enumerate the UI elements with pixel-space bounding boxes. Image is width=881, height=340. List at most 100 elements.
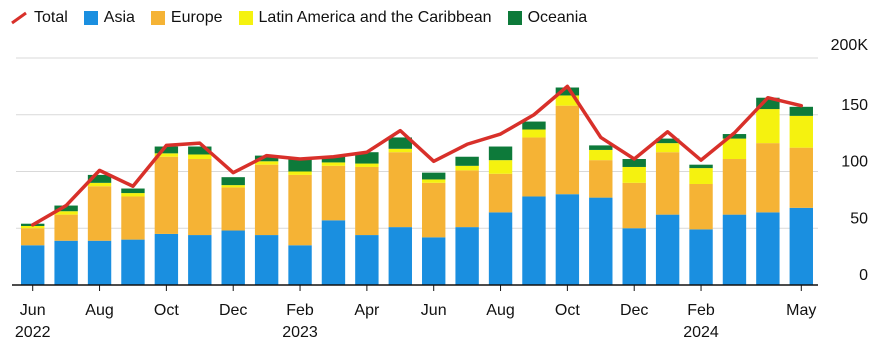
bar-segment-europe [488, 173, 513, 213]
y-tick-label: 100 [841, 154, 868, 171]
y-tick-label: 200K [831, 37, 869, 54]
bar-segment-oceania [188, 146, 212, 155]
bar-segment-latin-america [622, 166, 646, 183]
bar-segment-oceania [154, 146, 179, 154]
x-tick-label: Dec [219, 302, 247, 319]
bar-segment-asia [555, 194, 580, 285]
bar-segment-europe [21, 228, 45, 246]
bar-segment-asia [54, 240, 78, 285]
bar-segment-europe [555, 105, 580, 195]
bar-segment-europe [589, 160, 613, 198]
bar-segment-europe [87, 186, 112, 241]
bar-segment-latin-america [689, 168, 713, 184]
bar-segment-europe [388, 152, 412, 228]
bar-segment-latin-america [555, 95, 580, 106]
x-tick-label: Dec [620, 302, 648, 319]
bar-segment-latin-america [188, 154, 212, 160]
legend-swatch-oceania [507, 11, 522, 25]
x-tick-label: Oct [154, 302, 179, 319]
bar-segment-europe [254, 164, 279, 236]
bar-segment-asia [522, 196, 546, 285]
bar-segment-latin-america [522, 129, 546, 138]
bar-segment-oceania [221, 177, 245, 186]
legend-label-europe: Europe [170, 9, 223, 26]
legend-label-latin-america: Latin America and the Caribbean [258, 9, 492, 26]
bar-segment-oceania [254, 155, 279, 162]
bar-segment-latin-america [488, 160, 513, 174]
bar-segment-oceania [655, 138, 680, 144]
bar-segment-oceania [87, 174, 112, 183]
bar-segment-oceania [789, 106, 813, 116]
x-tick-label: Feb [286, 302, 314, 319]
x-tick-label: Aug [85, 302, 113, 319]
legend-swatch-asia [83, 11, 98, 25]
bar-segment-asia [121, 239, 145, 285]
bar-segment-asia [321, 220, 346, 285]
x-tick-label: Jun [421, 302, 447, 319]
bar-segment-europe [221, 187, 245, 231]
x-tick-label: May [786, 302, 816, 319]
bar-segment-oceania [288, 157, 312, 172]
total-line-group [30, 84, 804, 227]
bar-segment-latin-america [589, 149, 613, 161]
x-tick-label: Aug [486, 302, 514, 319]
bar-segment-asia [756, 212, 780, 285]
bar-segment-asia [689, 229, 713, 285]
bar-segment-oceania [722, 134, 747, 139]
bar-segment-oceania [488, 146, 513, 161]
bar-segment-asia [21, 245, 45, 285]
legend-line-total-icon [11, 11, 27, 25]
bar-segment-latin-america [87, 182, 112, 187]
y-tick-label: 150 [841, 97, 868, 114]
bar-segment-latin-america [756, 109, 780, 144]
bar-segment-oceania [522, 121, 546, 130]
bar-segment-asia [422, 237, 446, 285]
bar-segment-asia [288, 245, 312, 285]
x-tick-label: Feb [687, 302, 715, 319]
x-tick-label: Apr [354, 302, 380, 319]
legend-item-total: Total [10, 9, 68, 27]
bar-segment-europe [522, 137, 546, 197]
bar-segment-europe [722, 159, 747, 215]
bar-segment-asia [221, 230, 245, 285]
bar-segment-europe [655, 152, 680, 215]
bar-segment-asia [622, 228, 646, 285]
bar-segment-latin-america [355, 163, 379, 167]
bar-segment-oceania [388, 137, 412, 149]
bar-segment-latin-america [388, 148, 412, 153]
bar-segment-asia [789, 207, 813, 285]
bar-segment-europe [321, 165, 346, 221]
x-year-label: 2022 [15, 324, 51, 340]
legend-label-asia: Asia [103, 9, 135, 26]
bar-segment-oceania [121, 188, 145, 194]
bar-segment-europe [789, 147, 813, 208]
bar-segment-latin-america [154, 153, 179, 157]
bar-segment-europe [355, 166, 379, 236]
bar-segment-latin-america [121, 193, 145, 197]
legend-label-total: Total [34, 9, 68, 26]
bar-segment-latin-america [321, 162, 346, 166]
bar-segment-asia [355, 235, 379, 285]
bar-segment-oceania [422, 172, 446, 180]
bars [21, 87, 813, 285]
bar-segment-asia [455, 227, 479, 285]
bar-segment-europe [54, 214, 78, 241]
y-tick-label: 50 [850, 210, 868, 227]
bar-segment-asia [254, 235, 279, 285]
bar-segment-latin-america [21, 225, 45, 229]
bar-segment-europe [121, 196, 145, 240]
bar-segment-europe [455, 170, 479, 228]
bar-segment-oceania [455, 156, 479, 166]
bar-segment-oceania [555, 87, 580, 96]
bar-segment-oceania [689, 164, 713, 169]
bar-segment-europe [422, 182, 446, 238]
bar-segment-europe [188, 159, 212, 236]
legend-item-latin-america: Latin America and the Caribbean [238, 9, 492, 27]
legend-item-oceania: Oceania [507, 9, 587, 27]
bar-segment-latin-america [54, 211, 78, 215]
bar-segment-oceania [622, 159, 646, 167]
bar-segment-latin-america [422, 179, 446, 183]
bar-segment-latin-america [221, 185, 245, 188]
x-axis: Jun 2022 Aug Oct Dec Feb 2023 Apr Jun Aug Oct Dec Fe… [12, 284, 818, 340]
bar-segment-asia [488, 212, 513, 285]
